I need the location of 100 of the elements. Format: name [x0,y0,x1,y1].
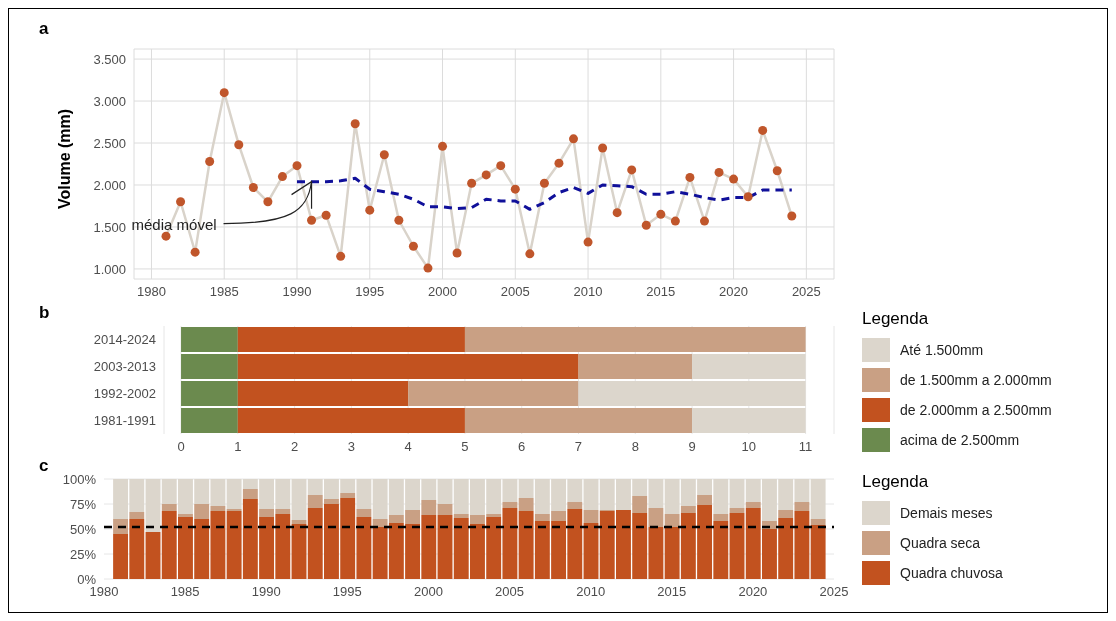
y-tick-label: 75% [69,496,97,512]
x-tick-label: 8 [631,439,639,455]
x-tick-label: 2000 [413,584,443,600]
point [336,251,346,261]
x-tick-label: 2005 [500,284,530,300]
x-tick-label: 1985 [170,584,200,600]
x-tick-label: 6 [518,439,526,455]
x-tick-label: 3 [347,439,355,455]
point [525,249,535,259]
bar [437,515,453,579]
x-tick-label: 1990 [251,584,281,600]
point [190,247,200,257]
x-tick-label: 2025 [791,284,821,300]
legend-label: Até 1.500mm [900,342,984,358]
point [598,143,608,153]
x-tick-label: 2 [290,439,299,455]
bar [713,514,729,521]
bar [464,327,806,353]
point [452,248,462,258]
bar [237,381,409,407]
legend-label: Demais meses [900,505,993,521]
point [205,156,215,166]
point [758,125,768,135]
bar [680,506,696,513]
bar [810,519,826,525]
point [379,150,389,160]
x-tick-label: 10 [741,439,757,455]
bar [437,479,453,504]
point [408,241,418,251]
y-tick-label: 2.500 [93,135,126,151]
bar [464,408,693,434]
x-tick-label: 1995 [332,584,362,600]
point [467,178,477,188]
bar [145,479,161,532]
x-tick-label: 2005 [495,584,525,600]
bar [356,509,372,517]
point [161,231,171,241]
x-tick-label: 1980 [89,584,119,600]
bar [697,495,713,505]
point [656,209,666,219]
legend-label: Quadra seca [900,535,981,551]
point [743,192,753,202]
y-tick-label: 50% [69,521,97,537]
bar [145,532,161,579]
point [641,220,651,230]
point [481,170,491,180]
bar [567,502,583,509]
legend-label: de 2.000mm a 2.500mm [900,402,1052,418]
x-tick-label: 1985 [209,284,239,300]
x-tick-label: 2015 [657,584,687,600]
bar [181,327,238,353]
bar [692,354,806,380]
point [438,141,448,151]
legend-label: de 1.500mm a 2.000mm [900,372,1052,388]
bar [518,498,534,511]
legend-label: acima de 2.500mm [900,432,1020,448]
point [714,167,724,177]
y-tick-label: 1.500 [93,219,126,235]
bar [242,489,258,499]
bar [583,510,599,523]
line-series [295,176,794,211]
bar [129,512,145,519]
y-tick-label: 3.000 [93,93,126,109]
point [176,197,186,207]
y-tick-label: 1.000 [93,261,126,277]
x-tick-label: 4 [404,439,412,455]
point [307,215,317,225]
y-axis-title: Volume (mm) [55,108,73,209]
y-tick-label: 2014-2024 [93,332,156,348]
bar [291,479,307,520]
point [394,215,404,225]
chart-title: a [39,19,49,39]
x-tick-label: 1 [234,439,242,455]
x-tick-label: 9 [688,439,696,455]
point [569,134,578,144]
y-tick-label: 2.000 [93,177,126,193]
bar [181,408,238,434]
point [277,172,287,182]
point [670,216,680,226]
bar [113,519,129,534]
x-tick-label: 2010 [573,284,603,300]
point [583,237,593,247]
y-tick-label: 1992-2002 [93,386,156,402]
x-tick-label: 2025 [819,584,849,600]
point [699,216,709,226]
x-tick-label: 2020 [719,284,749,300]
bar [161,504,177,511]
bar [583,479,599,510]
point [612,208,622,218]
chart-title: c [39,456,49,476]
point [729,174,739,184]
bar [502,502,518,508]
point [787,211,797,221]
bar [578,381,806,407]
bar [745,502,761,508]
x-tick-label: 2020 [738,584,768,600]
x-tick-label: 11 [798,439,813,455]
x-tick-label: 1990 [282,284,312,300]
bar [578,354,693,380]
bar [291,524,307,579]
